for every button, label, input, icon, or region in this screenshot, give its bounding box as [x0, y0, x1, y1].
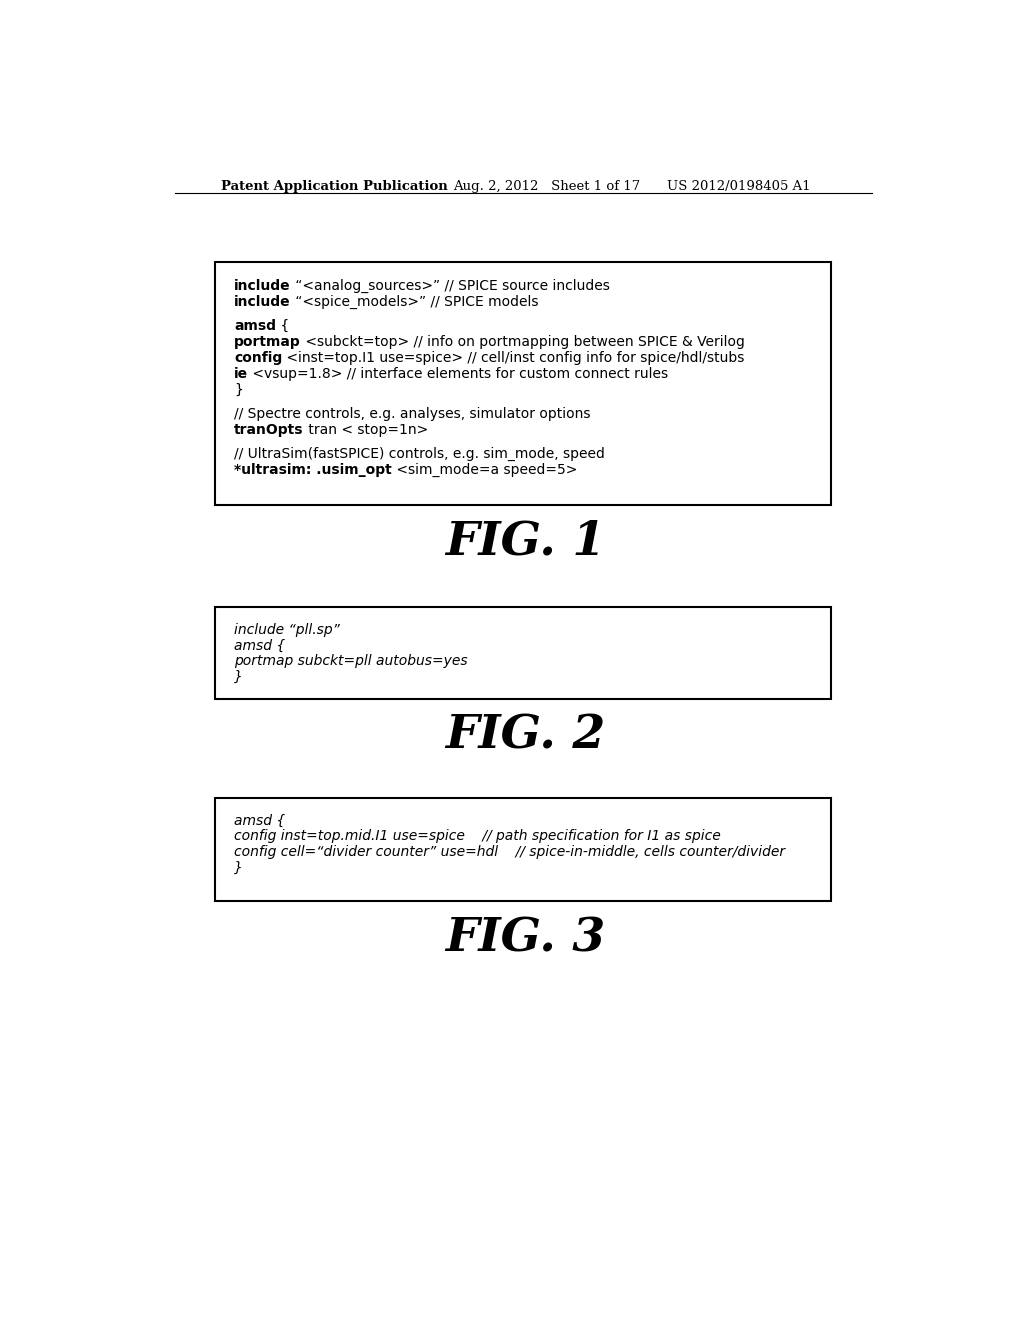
Text: portmap: portmap: [234, 335, 301, 348]
Text: include: include: [234, 296, 291, 309]
Text: // Spectre controls, e.g. analyses, simulator options: // Spectre controls, e.g. analyses, simu…: [234, 407, 591, 421]
Text: config inst=top.mid.I1 use=spice    // path specification for I1 as spice: config inst=top.mid.I1 use=spice // path…: [234, 829, 721, 843]
Text: “<spice_models>” // SPICE models: “<spice_models>” // SPICE models: [291, 296, 539, 309]
Text: <inst=top.I1 use=spice> // cell/inst config info for spice/hdl/stubs: <inst=top.I1 use=spice> // cell/inst con…: [283, 351, 744, 364]
Text: FIG. 2: FIG. 2: [444, 713, 605, 759]
Text: }: }: [234, 671, 243, 684]
FancyBboxPatch shape: [215, 607, 830, 700]
Text: “<analog_sources>” // SPICE source includes: “<analog_sources>” // SPICE source inclu…: [291, 280, 609, 293]
Text: amsd {: amsd {: [234, 813, 286, 828]
Text: <subckt=top> // info on portmapping between SPICE & Verilog: <subckt=top> // info on portmapping betw…: [301, 335, 744, 348]
Text: portmap subckt=pll autobus=yes: portmap subckt=pll autobus=yes: [234, 655, 468, 668]
Text: tran < stop=1n>: tran < stop=1n>: [304, 422, 428, 437]
FancyBboxPatch shape: [215, 797, 830, 902]
Text: <vsup=1.8> // interface elements for custom connect rules: <vsup=1.8> // interface elements for cus…: [248, 367, 669, 380]
Text: amsd {: amsd {: [234, 639, 286, 652]
Text: include: include: [234, 280, 291, 293]
Text: FIG. 3: FIG. 3: [444, 915, 605, 961]
Text: US 2012/0198405 A1: US 2012/0198405 A1: [667, 180, 810, 193]
Text: amsd: amsd: [234, 319, 276, 334]
Text: // UltraSim(fastSPICE) controls, e.g. sim_mode, speed: // UltraSim(fastSPICE) controls, e.g. si…: [234, 446, 605, 461]
Text: config: config: [234, 351, 283, 364]
Text: FIG. 1: FIG. 1: [444, 519, 605, 565]
Text: config cell=“divider counter” use=hdl    // spice-in-middle, cells counter/divid: config cell=“divider counter” use=hdl //…: [234, 845, 785, 859]
Text: *ultrasim: .usim_opt: *ultrasim: .usim_opt: [234, 462, 392, 477]
Text: {: {: [276, 319, 290, 334]
Text: <sim_mode=a speed=5>: <sim_mode=a speed=5>: [392, 462, 578, 477]
Text: }: }: [234, 861, 243, 875]
Text: ie: ie: [234, 367, 248, 380]
Text: include “pll.sp”: include “pll.sp”: [234, 623, 340, 636]
Text: }: }: [234, 383, 243, 396]
Text: Patent Application Publication: Patent Application Publication: [221, 180, 447, 193]
FancyBboxPatch shape: [215, 263, 830, 506]
Text: tranOpts: tranOpts: [234, 422, 304, 437]
Text: Aug. 2, 2012   Sheet 1 of 17: Aug. 2, 2012 Sheet 1 of 17: [454, 180, 641, 193]
